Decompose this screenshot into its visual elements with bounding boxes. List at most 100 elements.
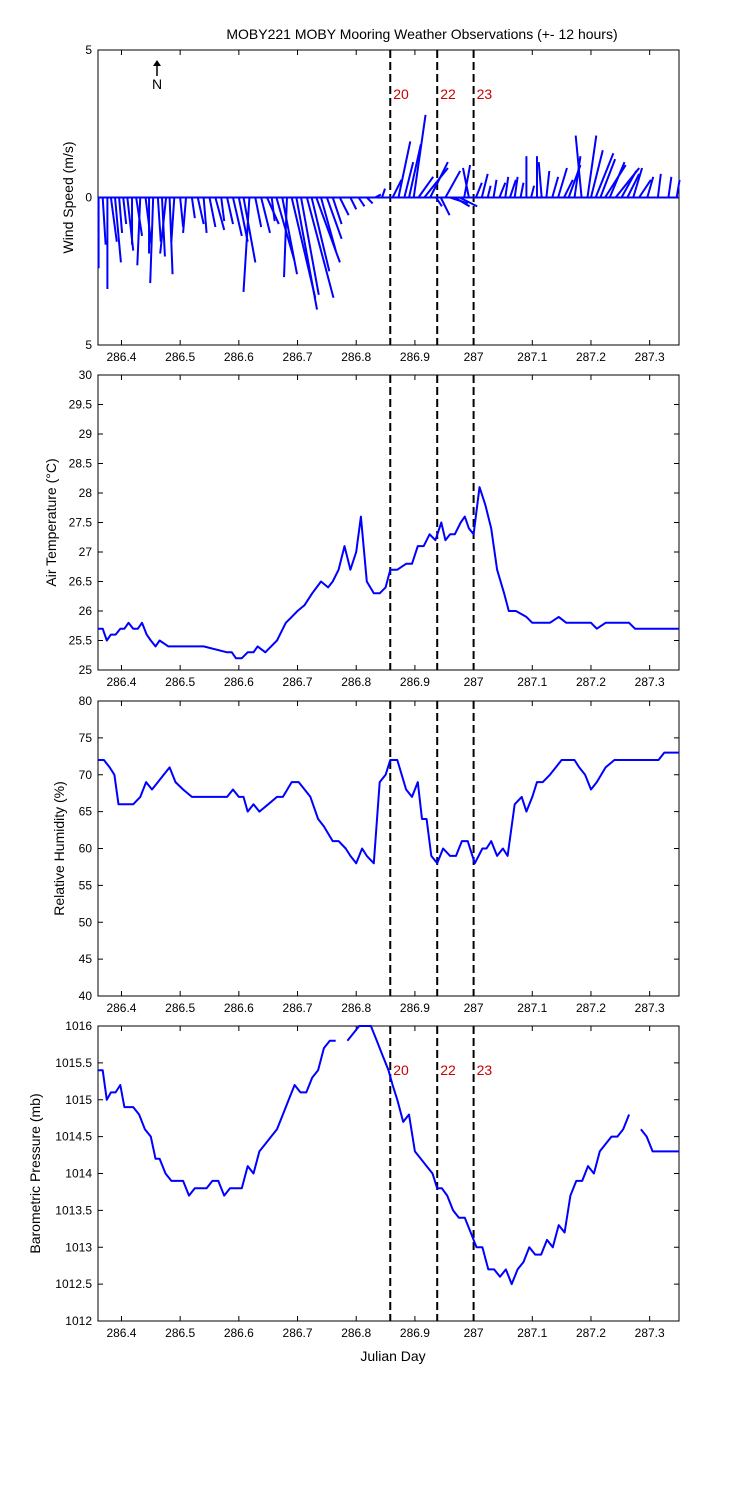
axes-frame <box>97 374 680 671</box>
wind-vector <box>283 197 288 278</box>
x-tick-label: 286.6 <box>224 350 254 364</box>
north-label: N <box>152 76 162 92</box>
wind-vector <box>574 135 583 198</box>
y-tick-label: 1013.5 <box>55 1203 92 1217</box>
panel-1: 286.4 286.5 286.6 286.7 286.8 286.9 287 287.1 28… <box>60 43 681 364</box>
wind-vector <box>620 170 638 198</box>
y-tick-label: 5 <box>85 43 92 57</box>
wind-vector <box>159 197 168 254</box>
y-tick-label: 80 <box>79 694 93 708</box>
y-tick-label: 1015.5 <box>55 1056 92 1070</box>
x-axis-label: Julian Day <box>360 1348 425 1364</box>
wind-vector <box>179 197 185 228</box>
wind-vector <box>320 197 337 251</box>
y-tick-label: 25 <box>79 663 93 677</box>
x-tick-label: 287 <box>464 1326 484 1340</box>
wind-vector <box>170 197 176 242</box>
wind-vector <box>349 197 358 210</box>
wind-vector <box>214 197 226 231</box>
wind-vector <box>242 197 257 263</box>
series-line <box>98 1039 336 1197</box>
wind-vector <box>242 197 251 292</box>
y-tick-label: 1015 <box>65 1093 92 1107</box>
x-tick-label: 287.1 <box>517 1001 547 1015</box>
y-tick-label: 1013 <box>65 1240 92 1254</box>
y-tick-label: 5 <box>85 338 92 352</box>
wind-vector <box>408 144 422 198</box>
wind-vector <box>220 197 226 222</box>
x-tick-label: 287.2 <box>576 675 606 689</box>
y-axis-label: Relative Humidity (%) <box>51 781 67 916</box>
y-tick-label: 30 <box>79 368 93 382</box>
wind-vector <box>281 197 299 275</box>
wind-vector <box>646 176 655 198</box>
x-tick-label: 286.9 <box>400 1326 430 1340</box>
event-marker-label: 23 <box>477 86 493 102</box>
y-axis-label: Barometric Pressure (mb) <box>27 1093 43 1253</box>
x-tick-label: 286.6 <box>224 1001 254 1015</box>
y-tick-label: 25.5 <box>69 634 93 648</box>
y-tick-label: 1012 <box>65 1314 92 1328</box>
wind-vector <box>530 185 536 198</box>
wind-vector <box>270 197 276 222</box>
wind-vector <box>338 197 350 216</box>
x-tick-label: 286.4 <box>106 675 136 689</box>
wind-vector <box>462 167 470 198</box>
wind-vector <box>331 197 343 225</box>
event-marker-label: 23 <box>477 1062 493 1078</box>
wind-vector <box>190 197 196 219</box>
x-tick-label: 286.5 <box>165 350 195 364</box>
series-line <box>346 1025 631 1286</box>
y-tick-label: 1014.5 <box>55 1130 92 1144</box>
wind-vector <box>196 197 205 225</box>
wind-vector <box>557 167 568 198</box>
y-axis-label: Wind Speed (m/s) <box>60 141 76 253</box>
wind-vector <box>156 197 162 242</box>
x-tick-label: 287 <box>464 1001 484 1015</box>
x-tick-label: 286.8 <box>341 675 371 689</box>
x-tick-label: 286.5 <box>165 1326 195 1340</box>
wind-vector <box>136 197 142 266</box>
event-marker-label: 22 <box>440 86 456 102</box>
wind-vector <box>563 179 574 198</box>
wind-vector <box>391 179 403 198</box>
wind-vector <box>463 164 472 198</box>
event-marker-label: 20 <box>393 86 409 102</box>
y-tick-label: 1016 <box>65 1019 92 1033</box>
wind-vector <box>509 179 517 198</box>
x-tick-label: 286.6 <box>224 675 254 689</box>
x-tick-label: 286.7 <box>283 350 313 364</box>
wind-vector <box>551 176 560 198</box>
wind-vector <box>232 197 243 237</box>
x-tick-label: 286.6 <box>224 1326 254 1340</box>
wind-vector <box>604 164 627 199</box>
wind-vector <box>182 197 188 233</box>
wind-vector <box>594 152 615 198</box>
series-line <box>98 486 679 660</box>
wind-vector <box>118 197 124 233</box>
series-line <box>98 751 679 865</box>
wind-vector <box>357 196 366 207</box>
wind-vector <box>632 167 644 198</box>
y-tick-label: 75 <box>79 731 93 745</box>
y-tick-label: 27.5 <box>69 516 93 530</box>
wind-vector <box>435 196 443 207</box>
x-tick-label: 286.5 <box>165 675 195 689</box>
x-tick-label: 287.2 <box>576 1326 606 1340</box>
wind-vector <box>573 156 582 198</box>
wind-vector <box>202 197 208 233</box>
x-tick-label: 287.1 <box>517 1326 547 1340</box>
event-marker-label: 20 <box>393 1062 409 1078</box>
wind-vector <box>305 197 335 299</box>
x-tick-label: 287.1 <box>517 675 547 689</box>
wind-vector <box>486 185 492 198</box>
x-tick-label: 286.7 <box>283 1001 313 1015</box>
wind-vector <box>475 182 483 198</box>
y-tick-label: 65 <box>79 805 93 819</box>
wind-vector <box>537 162 543 198</box>
wind-vector <box>638 179 652 199</box>
wind-vector <box>315 197 341 263</box>
y-tick-label: 60 <box>79 842 93 856</box>
y-tick-label: 45 <box>79 952 93 966</box>
x-tick-label: 286.9 <box>400 1001 430 1015</box>
